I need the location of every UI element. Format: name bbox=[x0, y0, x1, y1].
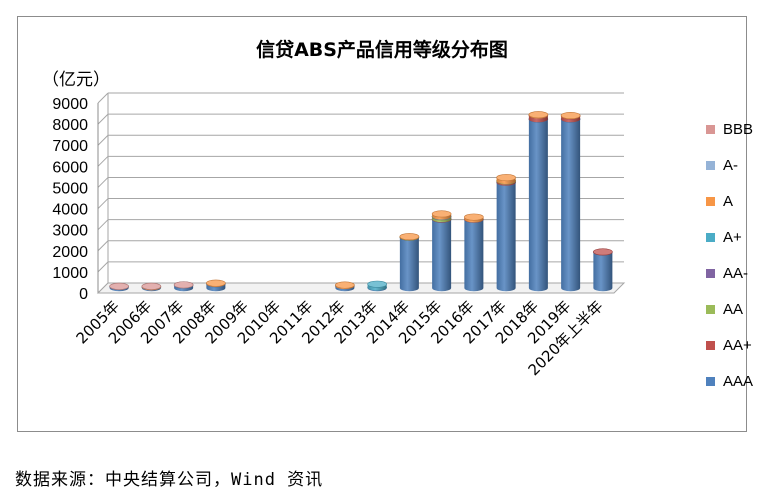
bar-segment bbox=[399, 233, 420, 241]
legend-item: BBB bbox=[706, 120, 754, 138]
legend-swatch bbox=[706, 160, 715, 170]
bar-body bbox=[432, 219, 452, 292]
gridline-side bbox=[97, 177, 109, 188]
bar-top bbox=[464, 213, 484, 221]
gridline-side bbox=[97, 113, 109, 125]
bar-top bbox=[496, 174, 516, 182]
bar-body bbox=[399, 237, 419, 292]
gridline-side bbox=[97, 261, 109, 273]
chart-floor bbox=[96, 282, 626, 294]
bar-top bbox=[528, 111, 549, 119]
y-tick-label: 7000 bbox=[52, 138, 88, 155]
bar-segment bbox=[560, 112, 581, 120]
bar-body bbox=[464, 219, 484, 292]
legend-label: AA+ bbox=[723, 336, 752, 354]
chart-frame: 信贷ABS产品信用等级分布图 （亿元） 0 1000 2000 3000 4000 500… bbox=[17, 16, 753, 432]
y-tick-label: 0 bbox=[79, 286, 88, 303]
bar-segment bbox=[464, 215, 484, 292]
bar-top bbox=[173, 281, 194, 289]
y-tick-label: 1000 bbox=[52, 265, 88, 282]
legend-swatch bbox=[706, 124, 715, 134]
legend-label: AAA bbox=[723, 372, 754, 390]
bar-top bbox=[593, 248, 613, 256]
bar-segment bbox=[109, 282, 129, 290]
legend-item: AA- bbox=[706, 264, 749, 282]
bar-segment bbox=[593, 248, 613, 256]
bar-top bbox=[431, 210, 452, 218]
bar-body bbox=[561, 119, 581, 292]
gridline-side bbox=[97, 219, 109, 231]
bar-body bbox=[593, 252, 613, 292]
y-tick-label: 5000 bbox=[52, 180, 88, 197]
gridline-side bbox=[97, 240, 109, 252]
legend-item: AA bbox=[706, 300, 744, 318]
legend-item: A+ bbox=[706, 228, 742, 246]
y-axis-unit-label: （亿元） bbox=[42, 70, 110, 90]
y-tick-label: 3000 bbox=[52, 223, 88, 240]
gridline-side bbox=[97, 198, 109, 209]
legend-swatch bbox=[706, 268, 715, 278]
y-tick-label: 6000 bbox=[52, 159, 88, 176]
bar-top bbox=[399, 233, 420, 241]
legend-swatch bbox=[706, 232, 715, 242]
source-note: 数据来源：中央结算公司，Wind 资讯 bbox=[15, 470, 324, 490]
bar-segment bbox=[367, 280, 387, 291]
bar-body bbox=[496, 182, 516, 292]
bar-segment bbox=[528, 111, 549, 119]
bar-segment bbox=[496, 178, 516, 292]
gridline-side bbox=[97, 92, 109, 104]
y-tick-label: 4000 bbox=[52, 202, 88, 219]
bar-body bbox=[528, 119, 548, 292]
legend-item: A bbox=[706, 192, 734, 210]
legend-label: AA- bbox=[723, 264, 749, 282]
chart-title: 信贷ABS产品信用等级分布图 bbox=[256, 39, 508, 61]
y-tick-label: 8000 bbox=[52, 117, 88, 134]
bar-segment bbox=[173, 281, 194, 289]
legend-swatch bbox=[706, 376, 715, 386]
legend-label: AA bbox=[723, 300, 744, 318]
legend-swatch bbox=[706, 196, 715, 206]
bar-top bbox=[335, 281, 355, 289]
bar-top bbox=[109, 282, 129, 290]
legend-label: BBB bbox=[723, 120, 754, 138]
bar-top bbox=[141, 282, 162, 290]
bar-segment bbox=[335, 281, 355, 290]
y-tick-label: 9000 bbox=[52, 96, 88, 113]
bar-top bbox=[560, 112, 581, 120]
bar-segment bbox=[431, 210, 452, 220]
legend-label: A+ bbox=[723, 228, 742, 246]
legend-item: A- bbox=[706, 156, 738, 174]
y-tick-label: 2000 bbox=[52, 244, 88, 261]
bar-segment bbox=[528, 115, 549, 292]
legend-label: A- bbox=[723, 156, 738, 174]
bar-top bbox=[367, 280, 387, 288]
plot-area: 0100020003000400050006000700080009000200… bbox=[52, 92, 626, 379]
legend-label: A bbox=[723, 192, 734, 210]
bar-segment bbox=[464, 213, 484, 223]
bar-segment bbox=[399, 233, 420, 292]
legend-swatch bbox=[706, 340, 715, 350]
bar-top bbox=[206, 279, 226, 287]
legend-item: AA+ bbox=[706, 336, 752, 354]
legend-swatch bbox=[706, 304, 715, 314]
bar-segment bbox=[431, 215, 452, 292]
bar-segment bbox=[560, 115, 581, 292]
legend-item: AAA bbox=[706, 372, 754, 390]
bar-segment bbox=[141, 282, 162, 290]
gridline-side bbox=[97, 155, 109, 167]
bar-segment bbox=[206, 279, 226, 287]
bar-segment bbox=[496, 174, 516, 184]
gridline-side bbox=[97, 134, 109, 146]
